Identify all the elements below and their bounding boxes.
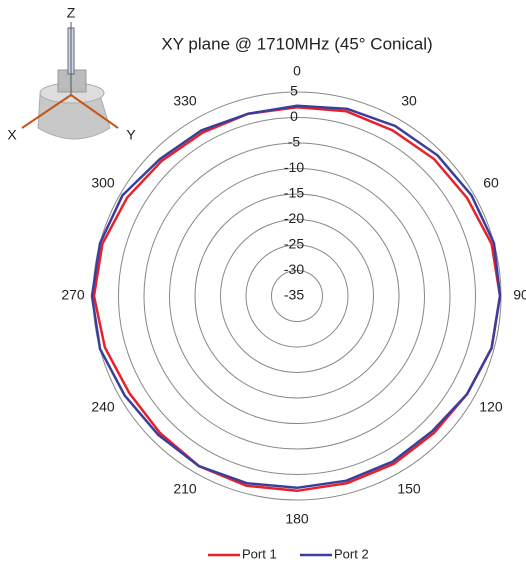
angle-label: 0 <box>293 63 301 79</box>
radial-tick-label: 0 <box>290 108 298 124</box>
axis-annotation: Z <box>67 5 76 21</box>
radial-tick-label: -20 <box>284 210 304 226</box>
antenna-icon <box>22 22 118 139</box>
chart: XY plane @ 1710MHz (45° Conical) Z X Y 0… <box>0 0 526 567</box>
angle-label: 330 <box>173 93 197 109</box>
radial-tick-label: -25 <box>284 236 304 252</box>
angle-label: 240 <box>91 399 115 415</box>
legend-label: Port 2 <box>334 546 369 561</box>
axis-annotation: X <box>7 127 17 143</box>
radial-tick-label: -15 <box>284 185 304 201</box>
legend-label: Port 1 <box>242 546 277 561</box>
angle-label: 30 <box>401 93 417 109</box>
radial-tick-label: -10 <box>284 159 304 175</box>
radial-tick-label: 5 <box>290 83 298 99</box>
angle-label: 90 <box>513 287 526 303</box>
radial-tick-label: -35 <box>284 287 304 303</box>
angle-label: 150 <box>397 481 421 497</box>
angle-label: 180 <box>285 511 309 527</box>
angle-label: 300 <box>91 175 115 191</box>
radial-tick-label: -30 <box>284 261 304 277</box>
angle-label: 60 <box>483 175 499 191</box>
angle-label: 210 <box>173 481 197 497</box>
angle-label: 270 <box>61 287 85 303</box>
radial-tick-label: -5 <box>288 134 301 150</box>
chart-title: XY plane @ 1710MHz (45° Conical) <box>161 34 432 53</box>
angle-label: 120 <box>479 399 503 415</box>
axis-annotation: Y <box>126 127 136 143</box>
